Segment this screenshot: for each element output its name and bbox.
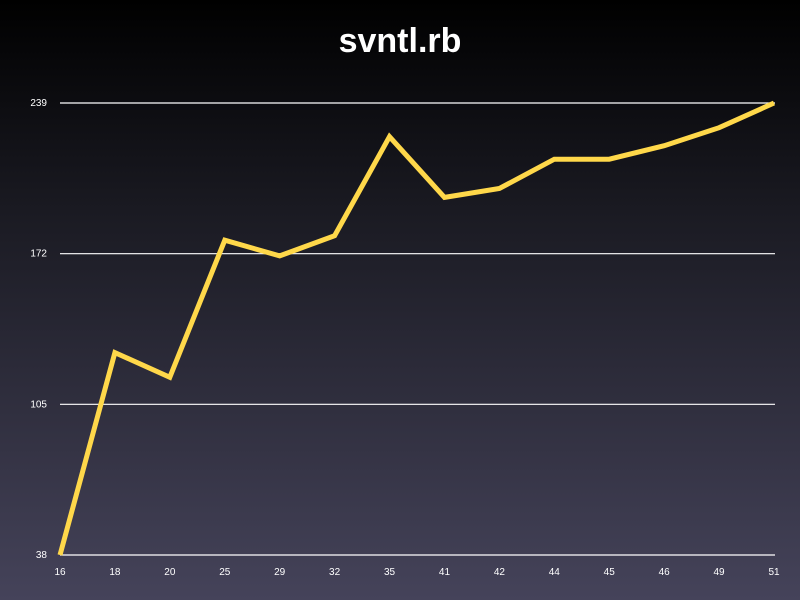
y-tick-label: 239	[30, 98, 47, 109]
x-tick-label: 25	[219, 567, 231, 578]
y-tick-label: 105	[30, 399, 47, 410]
series-layer	[57, 100, 776, 556]
y-tick-label: 38	[36, 550, 48, 561]
x-tick-label: 16	[54, 567, 66, 578]
x-tick-label: 51	[768, 567, 780, 578]
x-tick-label: 45	[604, 567, 616, 578]
y-tick-label: 172	[30, 249, 47, 260]
x-tick-label: 32	[329, 567, 341, 578]
x-tick-label: 41	[439, 567, 451, 578]
x-axis-tick-labels: 16 18 20 25 29 32 35 41 42 44 45 46 49 51	[54, 567, 780, 578]
x-tick-label: 49	[714, 567, 726, 578]
x-tick-label: 18	[109, 567, 121, 578]
x-tick-label: 35	[384, 567, 396, 578]
x-tick-label: 29	[274, 567, 286, 578]
y-axis-tick-labels: 38 105 172 239	[30, 98, 47, 561]
x-tick-label: 44	[549, 567, 561, 578]
x-tick-label: 46	[659, 567, 671, 578]
grid-layer	[60, 102, 775, 556]
series-line-0	[57, 100, 776, 556]
x-tick-label: 20	[164, 567, 176, 578]
chart-title: svntl.rb	[338, 22, 462, 60]
x-tick-label: 42	[494, 567, 506, 578]
